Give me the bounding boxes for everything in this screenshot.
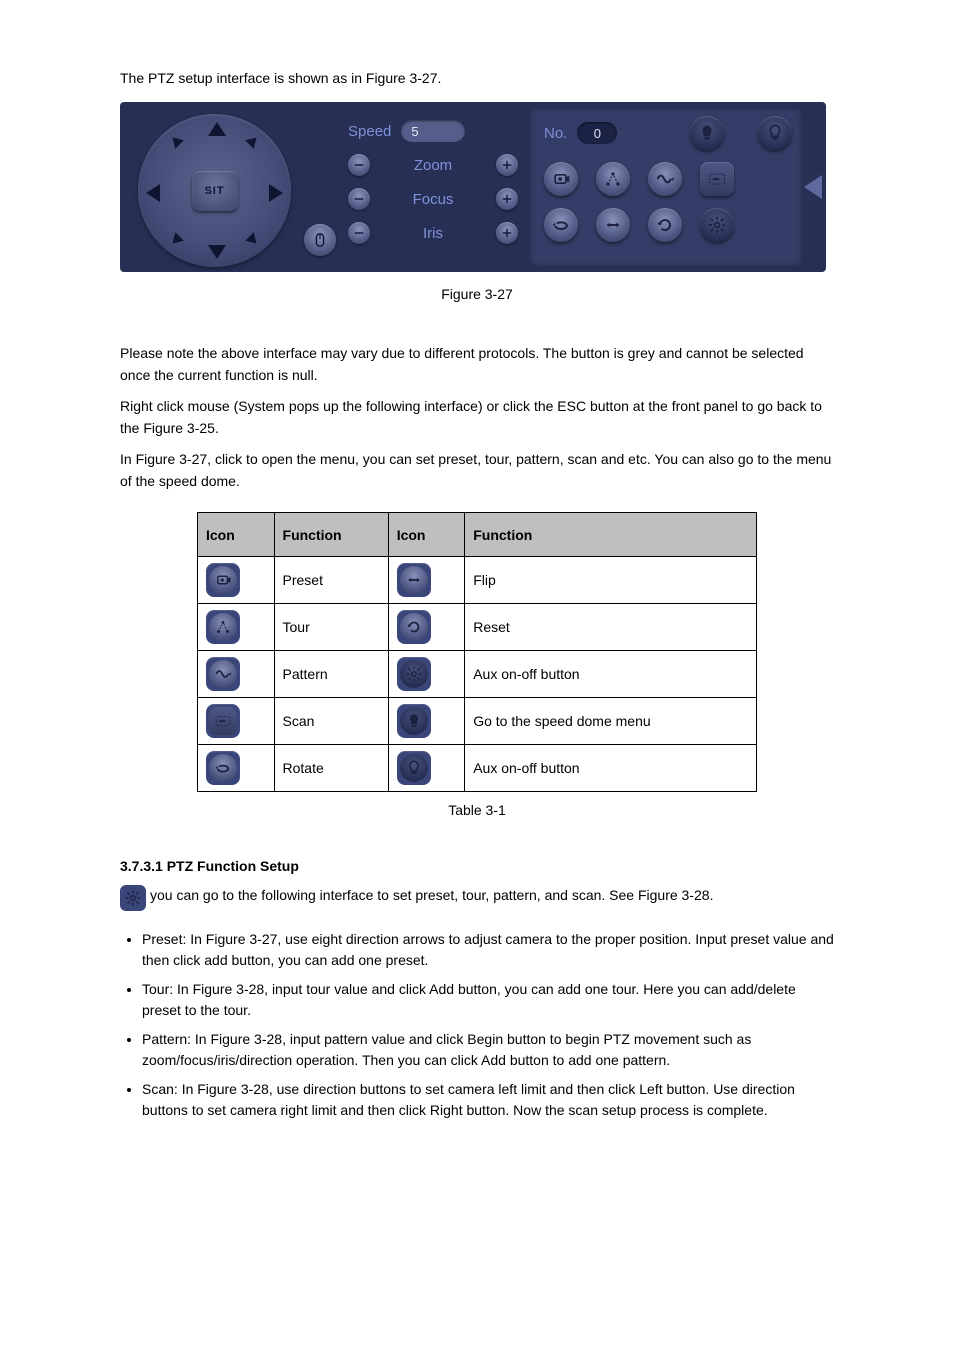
func-light-off: Aux on-off button: [465, 745, 757, 792]
collapse-arrow-icon[interactable]: [804, 175, 822, 199]
aux-config-button[interactable]: [700, 208, 734, 242]
zoom-label: Zoom: [370, 157, 496, 174]
ptz-sw-icon[interactable]: [168, 232, 184, 248]
th-func-2: Function: [465, 513, 757, 557]
reset-icon: [397, 610, 431, 644]
figure-caption: Figure 3-27: [120, 286, 834, 302]
rotate-button[interactable]: [544, 208, 578, 242]
preset-icon: [206, 563, 240, 597]
ptz-ne-icon[interactable]: [245, 133, 261, 149]
bullet-tour: Tour: In Figure 3-28, input tour value a…: [142, 979, 834, 1021]
zoom-plus-button[interactable]: [496, 154, 518, 176]
bullet-scan: Scan: In Figure 3-28, use direction butt…: [142, 1079, 834, 1121]
zoom-focus-iris-panel: Speed 5 Zoom Focus Iris: [348, 120, 518, 250]
intro-text: The PTZ setup interface is shown as in F…: [120, 70, 834, 86]
iris-plus-button[interactable]: [496, 222, 518, 244]
tour-icon: [206, 610, 240, 644]
gear-icon: [120, 885, 146, 911]
func-flip: Flip: [465, 557, 757, 604]
tour-button[interactable]: [596, 162, 630, 196]
preset-button[interactable]: [544, 162, 578, 196]
ptz-se-icon[interactable]: [245, 232, 261, 248]
sit-button[interactable]: SIT: [192, 171, 238, 211]
scan-icon: [206, 704, 240, 738]
focus-minus-button[interactable]: [348, 188, 370, 210]
ptz-up-icon[interactable]: [208, 122, 226, 136]
scan-button[interactable]: [700, 162, 734, 196]
flip-icon: [397, 563, 431, 597]
light-off-button[interactable]: [758, 116, 792, 150]
note-rightclick: Right click mouse (System pops up the fo…: [120, 395, 834, 440]
focus-label: Focus: [370, 191, 496, 208]
speed-label: Speed: [348, 123, 391, 140]
func-pattern: Pattern: [274, 651, 388, 698]
func-rotate: Rotate: [274, 745, 388, 792]
aux-config-icon: [397, 657, 431, 691]
section-heading: 3.7.3.1 PTZ Function Setup: [120, 858, 834, 874]
setup-intro: you can go to the following interface to…: [120, 884, 834, 911]
pattern-icon: [206, 657, 240, 691]
light-on-icon: [397, 704, 431, 738]
speed-input[interactable]: 5: [401, 120, 465, 142]
func-scan: Scan: [274, 698, 388, 745]
reset-button[interactable]: [648, 208, 682, 242]
ptz-down-icon[interactable]: [208, 245, 226, 259]
th-func-1: Function: [274, 513, 388, 557]
ptz-function-table: Icon Function Icon Function Preset Flip To…: [197, 512, 757, 792]
focus-plus-button[interactable]: [496, 188, 518, 210]
func-aux-config: Aux on-off button: [465, 651, 757, 698]
ptz-panel: SIT Speed 5 Zoom Focus Iris: [120, 102, 826, 272]
ptz-right-icon[interactable]: [269, 184, 283, 202]
table-caption: Table 3-1: [120, 802, 834, 818]
func-reset: Reset: [465, 604, 757, 651]
bullet-pattern: Pattern: In Figure 3-28, input pattern v…: [142, 1029, 834, 1071]
ptz-left-icon[interactable]: [146, 184, 160, 202]
no-input[interactable]: 0: [577, 122, 617, 144]
func-preset: Preset: [274, 557, 388, 604]
no-label: No.: [544, 125, 567, 142]
iris-minus-button[interactable]: [348, 222, 370, 244]
ptz-joystick[interactable]: SIT: [138, 114, 291, 267]
th-icon-1: Icon: [198, 513, 275, 557]
ptz-nw-icon[interactable]: [168, 133, 184, 149]
func-tour: Tour: [274, 604, 388, 651]
rotate-icon: [206, 751, 240, 785]
setup-bullets: Preset: In Figure 3-27, use eight direct…: [120, 929, 834, 1121]
pattern-button[interactable]: [648, 162, 682, 196]
func-light-on: Go to the speed dome menu: [465, 698, 757, 745]
bullet-preset: Preset: In Figure 3-27, use eight direct…: [142, 929, 834, 971]
light-off-icon: [397, 751, 431, 785]
light-on-button[interactable]: [690, 116, 724, 150]
setup-line-text: you can go to the following interface to…: [150, 887, 713, 903]
ptz-aux-grid: No. 0: [530, 108, 802, 266]
flip-button[interactable]: [596, 208, 630, 242]
mouse-sim-button[interactable]: [304, 224, 336, 256]
note-protocol: Please note the above interface may vary…: [120, 342, 834, 387]
zoom-minus-button[interactable]: [348, 154, 370, 176]
th-icon-2: Icon: [388, 513, 465, 557]
iris-label: Iris: [370, 225, 496, 242]
note-openmenu: In Figure 3-27, click to open the menu, …: [120, 448, 834, 493]
